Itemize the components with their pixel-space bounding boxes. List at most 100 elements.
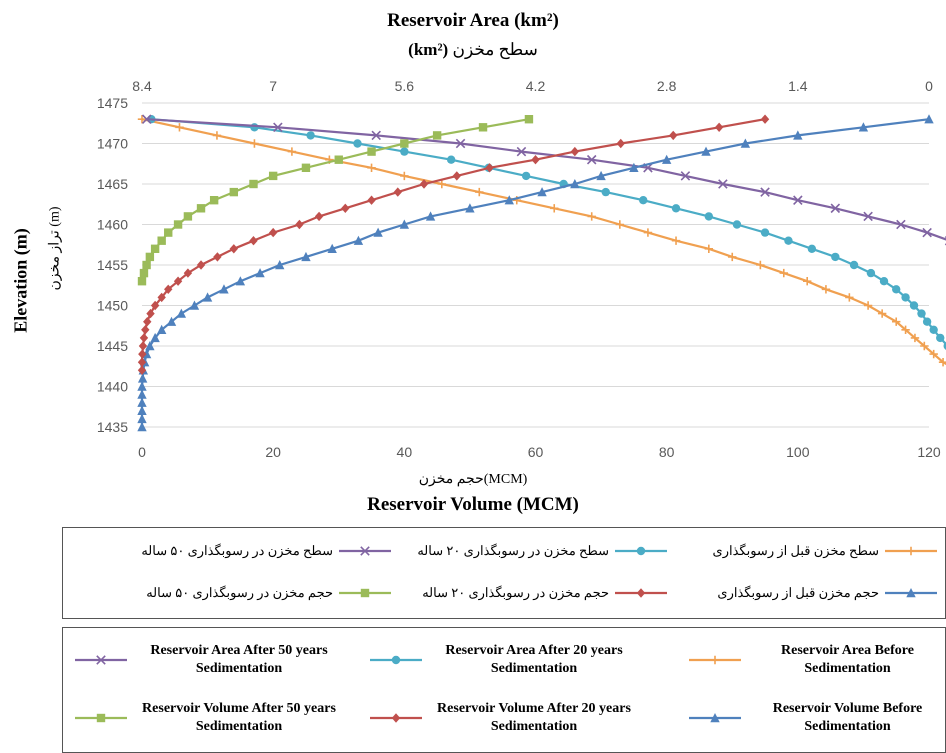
top-axis-title-fa: سطح مخزن xyxy=(452,40,538,59)
x-top-tick-label: 5.6 xyxy=(395,78,415,94)
data-point-area_20 xyxy=(400,147,409,156)
data-point-vol_before xyxy=(327,243,337,253)
legend-item-area_before: سطح مخزن قبل از رسوبگذاری xyxy=(679,534,939,568)
data-point-area_20 xyxy=(879,277,889,286)
x-top-tick-label: 1.4 xyxy=(788,78,808,94)
legend-swatch-vol_before xyxy=(689,713,741,723)
legend-label: سطح مخزن قبل از رسوبگذاری xyxy=(712,543,879,558)
y-axis-title-fa: تراز مخزن (m) xyxy=(47,206,63,291)
data-point-vol_20 xyxy=(760,114,770,124)
data-point-vol_20 xyxy=(196,260,206,270)
data-point-area_50 xyxy=(273,122,283,133)
data-point-vol_before xyxy=(701,146,711,156)
data-point-vol_before xyxy=(137,413,147,424)
data-point-vol_20 xyxy=(139,333,149,343)
data-point-area_20 xyxy=(639,196,648,205)
legend-label: حجم مخزن قبل از رسوبگذاری xyxy=(717,585,879,600)
data-point-area_before xyxy=(671,236,681,245)
bottom-axis-title: Reservoir Volume (MCM) xyxy=(367,494,579,515)
data-point-vol_before xyxy=(145,341,155,351)
data-point-vol_50 xyxy=(229,187,239,197)
top-axis-unit: (km²) xyxy=(408,40,449,59)
data-point-vol_20 xyxy=(137,357,147,367)
data-point-vol_before xyxy=(137,373,148,383)
legend-item-area_50: سطح مخزن در رسوبگذاری ۵۰ ساله xyxy=(93,534,393,568)
x-bottom-tick-label: 60 xyxy=(528,444,544,460)
data-point-vol_50 xyxy=(478,123,488,132)
bottom-axis-title-fa: حجم مخزن(MCM) xyxy=(418,472,528,487)
data-point-vol_50 xyxy=(367,147,376,156)
data-point-vol_before xyxy=(137,397,147,407)
x-top-tick-label: 7 xyxy=(269,78,277,94)
y-tick-label: 1445 xyxy=(97,338,128,354)
data-point-vol_20 xyxy=(173,276,183,286)
data-point-vol_20 xyxy=(143,317,152,327)
x-bottom-tick-label: 100 xyxy=(786,444,810,460)
data-point-area_20 xyxy=(892,285,901,294)
data-point-vol_before xyxy=(924,114,934,124)
y-tick-label: 1460 xyxy=(97,217,128,233)
data-point-vol_20 xyxy=(452,171,461,181)
data-point-area_20 xyxy=(917,309,926,318)
legend-label: Reservoir Volume After 50 years Sediment… xyxy=(142,700,336,734)
series-vol_before xyxy=(137,114,934,432)
legend-marker xyxy=(710,655,720,665)
x-top-tick-label: 8.4 xyxy=(132,78,152,94)
data-point-area_20 xyxy=(922,317,932,326)
data-point-vol_before xyxy=(202,292,213,302)
legend-marker xyxy=(710,713,720,723)
data-point-area_50 xyxy=(863,211,873,222)
legend-label: Reservoir Area Before Sedimentation xyxy=(781,642,914,676)
data-point-vol_50 xyxy=(137,277,147,286)
data-point-vol_before xyxy=(156,324,167,334)
data-point-vol_20 xyxy=(164,284,173,294)
series-vol_20 xyxy=(137,114,770,375)
data-point-vol_20 xyxy=(485,163,494,173)
data-point-area_50 xyxy=(455,138,466,149)
legend-item-area_50: Reservoir Area After 50 years Sedimentat… xyxy=(73,634,343,686)
data-point-area_before xyxy=(137,115,147,124)
legend-swatch-area_before xyxy=(689,655,741,665)
data-point-vol_50 xyxy=(301,163,311,172)
data-point-vol_50 xyxy=(524,115,534,124)
legend-item-vol_20: Reservoir Volume After 20 years Sediment… xyxy=(368,692,658,744)
data-point-area_before xyxy=(929,349,938,359)
data-point-area_before xyxy=(250,139,259,148)
legend-marker xyxy=(391,713,401,723)
data-point-area_before xyxy=(845,293,854,302)
legend-item-area_before: Reservoir Area Before Sedimentation xyxy=(687,634,942,686)
legend-item-vol_50: حجم مخزن در رسوبگذاری ۵۰ ساله xyxy=(93,576,393,610)
data-point-area_before xyxy=(920,341,929,351)
y-tick-label: 1470 xyxy=(97,136,128,152)
x-top-tick-label: 2.8 xyxy=(657,78,677,94)
data-point-vol_50 xyxy=(249,179,258,189)
legend-marker xyxy=(906,546,916,556)
legend-label: سطح مخزن در رسوبگذاری ۵۰ ساله xyxy=(141,543,333,558)
data-point-area_20 xyxy=(831,252,840,262)
data-point-vol_20 xyxy=(249,236,258,246)
legend-label: حجم مخزن در رسوبگذاری ۲۰ ساله xyxy=(422,585,609,600)
data-point-area_before xyxy=(437,179,447,189)
legend-persian: سطح مخزن قبل از رسوبگذاری سطح مخزن در رسو… xyxy=(62,527,946,619)
data-point-vol_50 xyxy=(139,268,149,278)
y-tick-label: 1440 xyxy=(97,379,128,395)
y-tick-label: 1455 xyxy=(97,257,128,273)
data-point-area_before xyxy=(367,163,376,172)
data-point-area_50 xyxy=(760,187,770,197)
data-point-vol_before xyxy=(858,122,869,132)
legend-label: Reservoir Area After 50 years Sedimentat… xyxy=(150,642,328,676)
data-point-area_before xyxy=(728,252,737,262)
data-point-vol_50 xyxy=(164,228,173,237)
data-point-vol_20 xyxy=(229,244,239,254)
data-point-vol_20 xyxy=(570,146,580,157)
x-bottom-tick-label: 0 xyxy=(138,444,146,460)
data-point-vol_before xyxy=(235,276,246,286)
data-point-area_50 xyxy=(586,154,597,165)
data-point-vol_before xyxy=(137,405,147,415)
data-point-vol_20 xyxy=(341,203,350,213)
data-point-vol_before xyxy=(219,284,229,294)
data-point-area_50 xyxy=(680,171,691,181)
data-point-area_20 xyxy=(306,131,315,140)
data-point-vol_20 xyxy=(138,341,148,351)
legend-marker xyxy=(360,546,370,556)
